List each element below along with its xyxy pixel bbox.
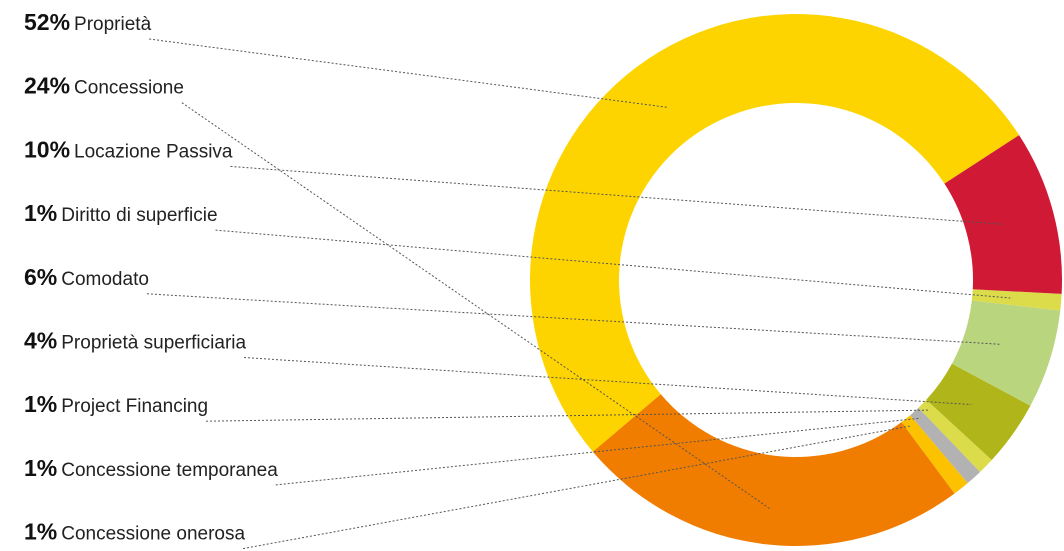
legend-entry: 24% Concessione (24, 73, 184, 99)
legend-label: Concessione (74, 78, 184, 99)
legend-label: Concessione temporanea (61, 460, 278, 481)
legend-value: 6% (24, 264, 57, 290)
legend-entry: 1% Concessione onerosa (24, 519, 245, 545)
legend-entry: 10% Locazione Passiva (24, 136, 233, 162)
legend-entry: 6% Comodato (24, 264, 149, 290)
leader-line (206, 409, 929, 422)
legend-label: Proprietà (74, 14, 152, 35)
legend-label: Diritto di superficie (61, 205, 217, 226)
legend-value: 1% (24, 391, 57, 417)
leader-line (149, 38, 668, 108)
slice (971, 289, 1062, 311)
legend-value: 24% (24, 73, 70, 99)
slice (530, 14, 1020, 452)
legend-value: 1% (24, 519, 57, 545)
legend-label: Concessione onerosa (61, 524, 245, 545)
slice (951, 300, 1061, 406)
legend-entry: 1% Project Financing (24, 391, 208, 417)
legend-value: 4% (24, 328, 57, 354)
legend-entry: 1% Concessione temporanea (24, 455, 278, 481)
legend-value: 1% (24, 200, 57, 226)
leader-line (242, 425, 912, 550)
legend-label: Comodato (61, 269, 149, 290)
legend-value: 1% (24, 455, 57, 481)
slice (926, 363, 1031, 461)
legend-label: Project Financing (61, 396, 208, 417)
legend-label: Locazione Passiva (74, 141, 233, 162)
leader-line (181, 102, 770, 509)
slice (918, 399, 992, 472)
slice (592, 394, 955, 547)
legend-entry: 1% Diritto di superficie (24, 200, 218, 226)
leader-line (215, 229, 1011, 299)
legend-entry: 4% Proprietà superficiaria (24, 328, 246, 354)
leader-line (230, 165, 1004, 225)
slice (944, 135, 1062, 294)
leader-line (146, 293, 1002, 345)
slice (901, 415, 968, 494)
leader-line (244, 357, 972, 406)
legend-value: 10% (24, 136, 70, 162)
legend-label: Proprietà superficiaria (61, 333, 246, 354)
legend-entry: 52% Proprietà (24, 9, 152, 35)
leader-line (275, 417, 921, 486)
legend-value: 52% (24, 9, 70, 35)
slice (910, 407, 981, 484)
